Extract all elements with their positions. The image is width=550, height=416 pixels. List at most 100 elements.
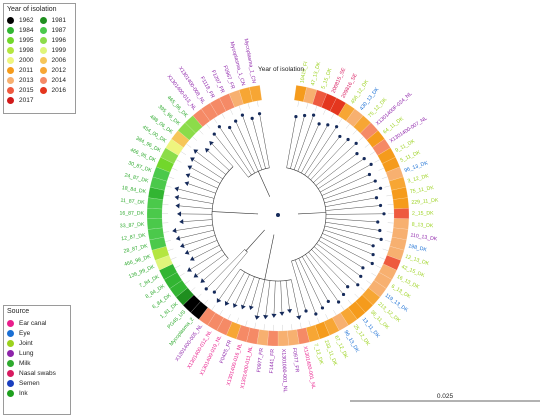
leaf-branch: [290, 115, 305, 169]
leaf-guide-line: [378, 167, 385, 171]
leaf-tip-dot: [294, 115, 298, 119]
year-legend-item: 2011: [7, 66, 40, 75]
source-legend-label: Eye: [19, 329, 31, 337]
leaf-tip-dot: [355, 152, 359, 156]
leaf-guide-line: [385, 240, 391, 242]
leaf-tip-triangle: [216, 297, 222, 303]
source-legend: Source Ear canal Eye Joint Lung Milk Nasal sw…: [3, 305, 71, 415]
leaf-tip-triangle: [184, 249, 190, 255]
year-swatch: [7, 97, 14, 104]
leaf-guide-line: [190, 287, 196, 292]
leaf-tip-dot: [371, 252, 375, 257]
leaf-guide-line: [381, 176, 388, 179]
leaf-guide-line: [369, 151, 376, 155]
source-swatch: [7, 369, 14, 377]
year-legend-label: 2013: [19, 77, 34, 84]
leaf-branch: [324, 225, 382, 240]
leaf-guide-line: [163, 194, 170, 197]
leaf-branch: [318, 158, 365, 189]
leaf-guide-line: [204, 299, 209, 305]
leaf-guide-line: [221, 113, 225, 119]
leaf-branch: [291, 261, 307, 312]
ring-segment: [267, 330, 279, 347]
leaf-branch: [307, 136, 341, 178]
leaf-branch: [324, 188, 381, 204]
year-swatch: [39, 37, 47, 44]
year-legend-label: 1998: [19, 47, 34, 54]
leaf-tip-triangle: [190, 157, 195, 162]
leaf-tip-dot: [378, 228, 382, 233]
leaf-branch: [291, 279, 300, 317]
leaf-tip-dot: [346, 285, 350, 289]
leaf-guide-line: [263, 324, 265, 331]
leaf-tip-dot: [346, 137, 350, 142]
leaf-tip-dot: [336, 300, 341, 304]
leaf-branch: [182, 235, 216, 247]
leaf-guide-line: [333, 309, 337, 316]
leaf-guide-line: [386, 231, 393, 233]
leaf-guide-line: [180, 151, 187, 155]
leaf-guide-line: [174, 265, 181, 269]
leaf-guide-line: [162, 204, 169, 205]
year-swatch: [7, 77, 14, 84]
leaf-branch: [323, 180, 376, 200]
leaf-tip-triangle: [179, 219, 184, 225]
leaf-guide-line: [179, 272, 185, 277]
leaf-tip-dot: [335, 125, 339, 129]
year-legend-label: 1999: [51, 47, 66, 54]
leaf-branch: [187, 183, 216, 194]
leaf-branch: [190, 167, 221, 184]
leaf-branch: [229, 127, 255, 174]
leaf-label: 24_87_DK: [124, 173, 150, 185]
source-legend-label: Ear canal: [19, 319, 47, 327]
leaf-tip-dot: [212, 290, 216, 294]
leaf-tip-triangle: [200, 278, 206, 283]
leaf-branch: [304, 126, 337, 176]
leaf-tip-triangle: [204, 148, 210, 153]
clade-arc: [286, 167, 327, 262]
source-legend-item: Milk: [4, 358, 70, 368]
leaf-branch: [305, 254, 339, 303]
ring-segment: [392, 197, 409, 210]
year-swatch: [39, 77, 47, 84]
leaf-branch: [301, 256, 329, 302]
leaf-branch: [313, 143, 357, 183]
leaf-tip-triangle: [174, 186, 180, 192]
source-swatch: [7, 339, 14, 347]
leaf-branch: [273, 280, 276, 315]
leaf-guide-line: [317, 317, 320, 324]
ring-segment: [393, 218, 410, 230]
leaf-branch: [325, 205, 381, 211]
year-swatch: [39, 67, 47, 74]
leaf-branch: [178, 205, 213, 210]
source-swatch: [7, 319, 14, 327]
year-legend-item: 2017: [7, 96, 40, 105]
year-legend-label: 1984: [19, 27, 34, 34]
year-legend-item: 2000: [7, 56, 40, 65]
leaf-tip-triangle: [209, 140, 214, 146]
leaf-tip-dot: [240, 113, 245, 117]
year-legend-item: 1999: [39, 46, 73, 55]
leaf-tip-dot: [361, 266, 365, 270]
leaf-label: X1301000-001_NL: [280, 349, 288, 393]
ring-segment: [146, 208, 163, 219]
branch-stem: [297, 212, 326, 215]
ring-segment: [277, 330, 289, 347]
year-legend-label: 2012: [51, 67, 66, 74]
leaf-tip-triangle: [187, 165, 193, 170]
leaf-branch: [322, 233, 374, 255]
leaf-guide-line: [165, 240, 171, 242]
leaf-branch: [211, 143, 234, 167]
leaf-guide-line: [165, 185, 172, 188]
leaf-label: 10419_FI: [299, 61, 309, 84]
leaf-tip-triangle: [287, 308, 292, 314]
leaf-guide-line: [354, 293, 359, 299]
leaf-tip-dot: [371, 244, 375, 248]
leaf-tip-triangle: [232, 303, 238, 308]
source-legend-items: Ear canal Eye Joint Lung Milk Nasal swabs Seme…: [4, 318, 70, 398]
leaf-branch: [256, 279, 265, 317]
leaf-guide-line: [197, 293, 202, 299]
leaf-branch: [177, 188, 215, 199]
source-legend-item: Lung: [4, 348, 70, 358]
